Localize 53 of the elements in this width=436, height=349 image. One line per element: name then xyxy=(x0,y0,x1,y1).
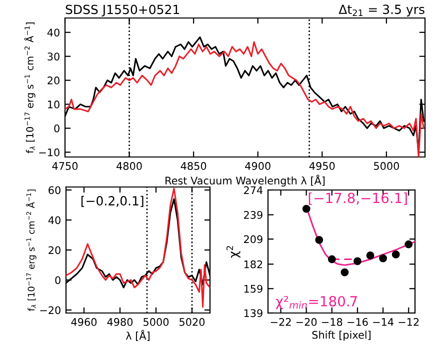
point xyxy=(315,236,324,244)
x-tick-label: 4950 xyxy=(309,162,335,170)
y-tick-label: −20 xyxy=(40,306,60,314)
y-tick-label: 40 xyxy=(47,28,60,36)
chart-subtitle: Δt$_{21}$ = 3.5 yrs xyxy=(338,4,424,16)
x-tick-label: 4850 xyxy=(180,162,206,170)
annotation: [−0.2,0.1] xyxy=(81,196,144,207)
x-tick-label: 4750 xyxy=(52,162,78,170)
point xyxy=(302,204,310,213)
x-tick-label: 5020 xyxy=(180,318,205,326)
y-tick-label: 182 xyxy=(244,260,262,268)
y-tick-label: 239 xyxy=(244,210,262,219)
annotation: [−17.8,−16.1] xyxy=(308,192,407,205)
y-tick-label: 40 xyxy=(48,216,60,224)
x-axis-title: λ [Å] xyxy=(126,330,150,341)
y-tick-label: 274 xyxy=(244,186,263,194)
x-axis-title: Rest Vacuum Wavelength λ [Å] xyxy=(166,174,325,187)
y-tick-label: 139 xyxy=(244,309,262,318)
x-tick-label: −16 xyxy=(348,318,368,326)
y-tick-label: 30 xyxy=(48,52,60,60)
point xyxy=(340,268,349,276)
point xyxy=(404,240,413,248)
y-tick-label: 209 xyxy=(244,235,262,244)
x-tick-label: 4800 xyxy=(116,162,142,170)
x-tick-label: 5000 xyxy=(374,162,399,170)
y-tick-label: 60 xyxy=(48,186,60,194)
annotation: χ²$_{min}$=180.7 xyxy=(276,296,357,310)
point xyxy=(328,255,336,264)
y-tick-label: 0 xyxy=(54,124,60,132)
x-tick-label: 5000 xyxy=(144,318,169,326)
x-tick-label: −18 xyxy=(322,318,342,326)
y-axis-title: χ$^{2}$ xyxy=(226,246,240,258)
x-tick-label: −22 xyxy=(270,318,291,326)
x-axis-title: Shift [pixel] xyxy=(312,330,370,341)
point xyxy=(392,250,400,258)
x-tick-label: 4960 xyxy=(71,318,97,326)
text: f$_{λ}$ [10$^{−17}$ erg s$^{−1}$ cm$^{−2}$ Å$^{−1}$] xyxy=(26,190,36,311)
x-tick-label: 4900 xyxy=(245,162,270,170)
point xyxy=(354,257,362,266)
y-tick-label: −10 xyxy=(39,148,60,156)
y-tick-label: 20 xyxy=(48,246,60,254)
x-tick-label: −20 xyxy=(296,318,317,326)
text: f$_{λ}$ [10$^{−17}$ erg s$^{−1}$ cm$^{−2}$ Å$^{−1}$] xyxy=(24,22,36,154)
y-tick-label: 10 xyxy=(48,100,60,108)
point xyxy=(379,254,387,262)
y-tick-label: 20 xyxy=(48,76,60,84)
x-tick-label: −14 xyxy=(373,318,394,326)
y-tick-label: 0 xyxy=(55,276,60,284)
x-tick-label: 4980 xyxy=(107,318,133,326)
y-tick-label: 159 xyxy=(244,284,262,293)
point xyxy=(366,251,374,260)
x-tick-label: −12 xyxy=(398,318,419,326)
chart-title: SDSS J1550+0521 xyxy=(66,4,180,17)
